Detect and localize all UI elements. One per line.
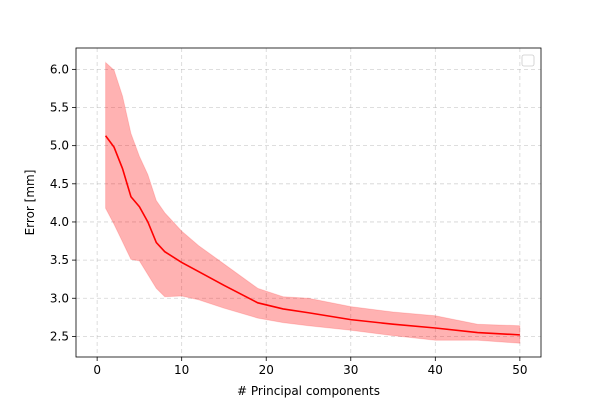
x-tick-label: 30 (343, 363, 358, 377)
axis-ticks: 0 10 20 30 40 50 2.5 3.0 3.5 4.0 4.5 5.0 5.5 6.0 (50, 62, 528, 377)
x-tick-label: 10 (174, 363, 189, 377)
x-tick-label: 40 (428, 363, 443, 377)
plot-frame (75, 47, 542, 358)
x-tick-label: 20 (259, 363, 274, 377)
std-band (105, 61, 521, 344)
y-tick-label: 3.5 (50, 253, 69, 267)
legend-box (521, 54, 535, 67)
y-axis-label: Error [mm] (23, 170, 37, 236)
x-axis-label: # Principal components (237, 384, 380, 398)
x-tick-label: 0 (93, 363, 101, 377)
y-tick-label: 6.0 (50, 62, 69, 76)
grid-lines (76, 48, 541, 357)
y-tick-label: 5.0 (50, 139, 69, 153)
y-tick-label: 2.5 (50, 329, 69, 343)
y-tick-label: 4.5 (50, 177, 69, 191)
x-tick-label: 50 (512, 363, 527, 377)
mean-error-line (104, 135, 520, 336)
y-tick-label: 5.5 (50, 101, 69, 115)
error-band (105, 61, 521, 344)
y-tick-label: 3.0 (50, 291, 69, 305)
y-tick-label: 4.0 (50, 215, 69, 229)
mean-line (104, 135, 520, 336)
